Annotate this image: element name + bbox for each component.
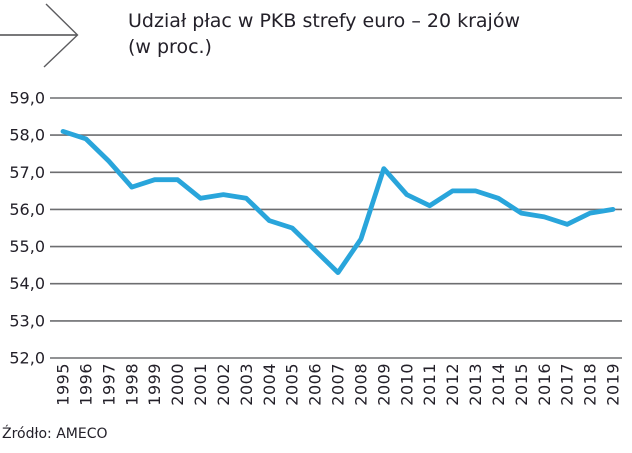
chart-title-line2: (w proc.) xyxy=(128,36,212,58)
x-axis-tick-label: 1999 xyxy=(145,363,164,406)
x-axis-tick-label: 2017 xyxy=(558,363,577,406)
x-axis-tick-label: 1998 xyxy=(122,363,141,406)
x-axis-tick-label: 2001 xyxy=(191,363,210,406)
x-axis-tick-label: 2014 xyxy=(489,363,508,406)
x-axis-tick-label: 2000 xyxy=(168,363,187,406)
y-axis-tick-label: 57,0 xyxy=(9,163,45,182)
x-axis-tick-label: 2013 xyxy=(466,363,485,406)
source-label: Źródło: AMECO xyxy=(2,426,108,442)
x-axis-tick-label: 1996 xyxy=(76,363,95,406)
y-axis-tick-label: 56,0 xyxy=(9,200,45,219)
x-axis-tick-label: 2007 xyxy=(329,363,348,406)
chart-title: Udział płac w PKB strefy euro – 20 krajó… xyxy=(128,8,520,60)
x-axis-tick-label: 2018 xyxy=(581,363,600,406)
x-axis-tick-label: 2002 xyxy=(214,363,233,406)
x-axis-tick-label: 2019 xyxy=(604,363,623,406)
x-axis-tick-label: 2009 xyxy=(374,363,393,406)
y-axis-tick-label: 54,0 xyxy=(9,274,45,293)
x-axis-tick-label: 2012 xyxy=(443,363,462,406)
x-axis-tick-label: 1995 xyxy=(54,363,73,406)
x-axis-tick-label: 2011 xyxy=(420,363,439,406)
right-arrow-icon xyxy=(0,3,79,68)
chart-title-line1: Udział płac w PKB strefy euro – 20 krajó… xyxy=(128,10,520,32)
x-axis-tick-label: 2010 xyxy=(397,363,416,406)
x-axis-tick-label: 2015 xyxy=(512,363,531,406)
header-arrow xyxy=(0,0,90,72)
data-line xyxy=(60,128,616,276)
x-axis-tick-label: 2003 xyxy=(237,363,256,406)
y-axis-tick-label: 53,0 xyxy=(9,311,45,330)
y-axis-tick-label: 59,0 xyxy=(9,89,45,108)
x-axis-tick-label: 2004 xyxy=(260,363,279,406)
x-axis-tick-label: 2008 xyxy=(351,363,370,406)
x-axis-tick-label: 2016 xyxy=(535,363,554,406)
y-axis-tick-label: 58,0 xyxy=(9,126,45,145)
y-axis-tick-label: 55,0 xyxy=(9,237,45,256)
x-axis-tick-label: 2006 xyxy=(306,363,325,406)
x-axis-tick-label: 1997 xyxy=(99,363,118,406)
y-axis-tick-label: 52,0 xyxy=(9,349,45,368)
x-axis-tick-label: 2005 xyxy=(283,363,302,406)
